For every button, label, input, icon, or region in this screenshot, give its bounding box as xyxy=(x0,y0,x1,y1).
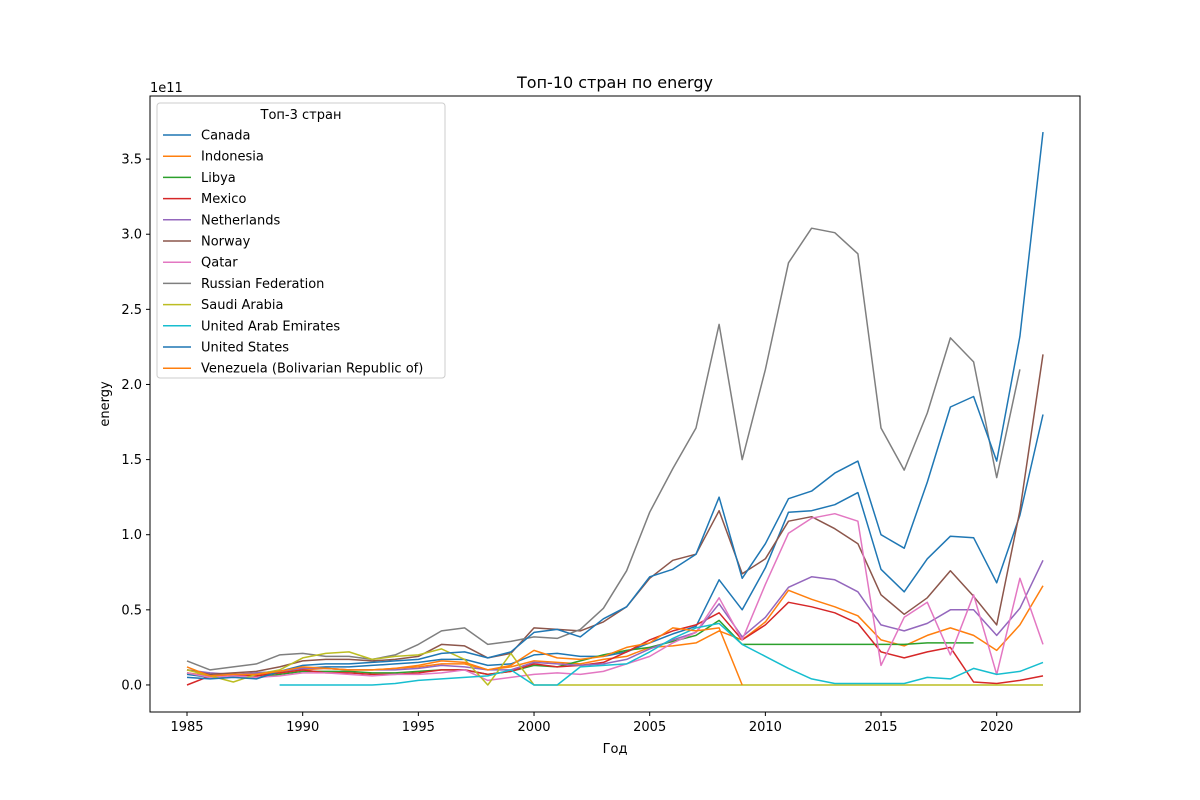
x-tick-label: 2000 xyxy=(517,720,550,735)
legend: Топ-3 стран Canada Indonesia Libya Mexico Ne… xyxy=(156,102,446,379)
y-tick-label: 2.0 xyxy=(121,378,142,393)
chart-title: Топ-10 стран по energy xyxy=(516,73,713,92)
legend-label-norway: Norway xyxy=(201,235,251,250)
x-tick-label: 2020 xyxy=(980,720,1013,735)
x-axis: 1985 1990 1995 2000 2005 2010 2015 2020 xyxy=(170,712,1013,735)
series-line-united-states xyxy=(186,132,1044,680)
y-tick-label: 1.0 xyxy=(121,528,142,543)
series-line-norway xyxy=(186,354,1044,676)
y-tick-label: 0.0 xyxy=(121,678,142,693)
x-tick-label: 1995 xyxy=(402,720,435,735)
y-tick-label: 2.5 xyxy=(121,303,142,318)
legend-label-qatar: Qatar xyxy=(201,256,238,271)
x-tick-label: 1990 xyxy=(286,720,319,735)
series-layer xyxy=(186,132,1044,686)
legend-label-united-arab-emirates: United Arab Emirates xyxy=(201,319,340,334)
legend-items: Canada Indonesia Libya Mexico Netherlands Nor… xyxy=(163,129,423,377)
legend-label-saudi-arabia: Saudi Arabia xyxy=(201,298,284,313)
legend-box xyxy=(156,102,446,379)
legend-label-united-states: United States xyxy=(201,341,289,356)
legend-label-libya: Libya xyxy=(201,171,236,186)
legend-label-indonesia: Indonesia xyxy=(201,150,264,165)
x-axis-label: Год xyxy=(603,742,628,757)
legend-title: Топ-3 стран xyxy=(260,108,342,123)
x-tick-label: 2010 xyxy=(749,720,782,735)
legend-label-venezuela-bolivarian-republic-of: Venezuela (Bolivarian Republic of) xyxy=(201,362,423,377)
plot-frame xyxy=(149,95,1081,713)
legend-label-canada: Canada xyxy=(201,129,250,144)
series-line-russian-federation xyxy=(186,227,1021,671)
y-offset-label: 1e11 xyxy=(150,81,183,96)
legend-label-russian-federation: Russian Federation xyxy=(201,277,324,292)
series-line-venezuela-bolivarian-republic-of xyxy=(186,627,743,686)
x-tick-label: 1985 xyxy=(170,720,203,735)
y-tick-label: 0.5 xyxy=(121,603,142,618)
series-line-saudi-arabia xyxy=(186,648,1043,686)
legend-label-netherlands: Netherlands xyxy=(201,213,280,228)
y-tick-label: 1.5 xyxy=(121,453,142,468)
series-line-qatar xyxy=(186,512,1044,682)
y-tick-label: 3.0 xyxy=(121,228,142,243)
legend-label-mexico: Mexico xyxy=(201,192,246,207)
y-tick-label: 3.5 xyxy=(121,153,142,168)
y-axis-label: energy xyxy=(98,381,113,427)
x-tick-label: 2015 xyxy=(864,720,897,735)
x-tick-label: 2005 xyxy=(633,720,666,735)
series-line-canada xyxy=(186,414,1044,679)
series-line-united-arab-emirates xyxy=(279,622,1044,686)
y-axis: 0.0 0.5 1.0 1.5 2.0 2.5 3.0 3.5 xyxy=(121,153,150,693)
